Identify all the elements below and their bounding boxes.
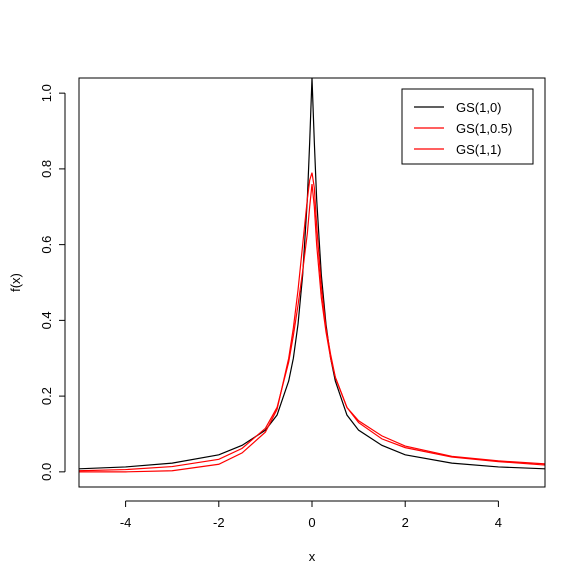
y-tick-label: 0.8 [39,160,54,178]
y-tick-label: 0.2 [39,387,54,405]
legend-label: GS(1,1) [456,142,502,157]
y-tick-label: 0.0 [39,463,54,481]
legend-label: GS(1,0.5) [456,121,512,136]
x-tick-label: 2 [402,515,409,530]
y-tick-label: 0.6 [39,236,54,254]
y-axis-label: f(x) [8,273,23,292]
series-line-2 [79,183,545,472]
x-axis-label: x [309,549,316,564]
series-line-1 [79,78,545,470]
x-tick-label: -2 [213,515,225,530]
x-tick-label: 4 [495,515,502,530]
legend: GS(1,0) GS(1,0.5) GS(1,1) [401,88,534,165]
plot-frame [78,77,546,488]
plot-area [79,78,545,473]
y-tick-label: 1.0 [39,84,54,102]
axes: -4 -2 0 2 4 0.0 0.2 0.4 0.6 0.8 1.0 [39,77,546,530]
x-tick-label: 0 [308,515,315,530]
series-line-3 [79,172,545,473]
x-tick-label: -4 [120,515,132,530]
y-tick-label: 0.4 [39,311,54,329]
legend-label: GS(1,0) [456,100,502,115]
legend-box [401,88,534,165]
